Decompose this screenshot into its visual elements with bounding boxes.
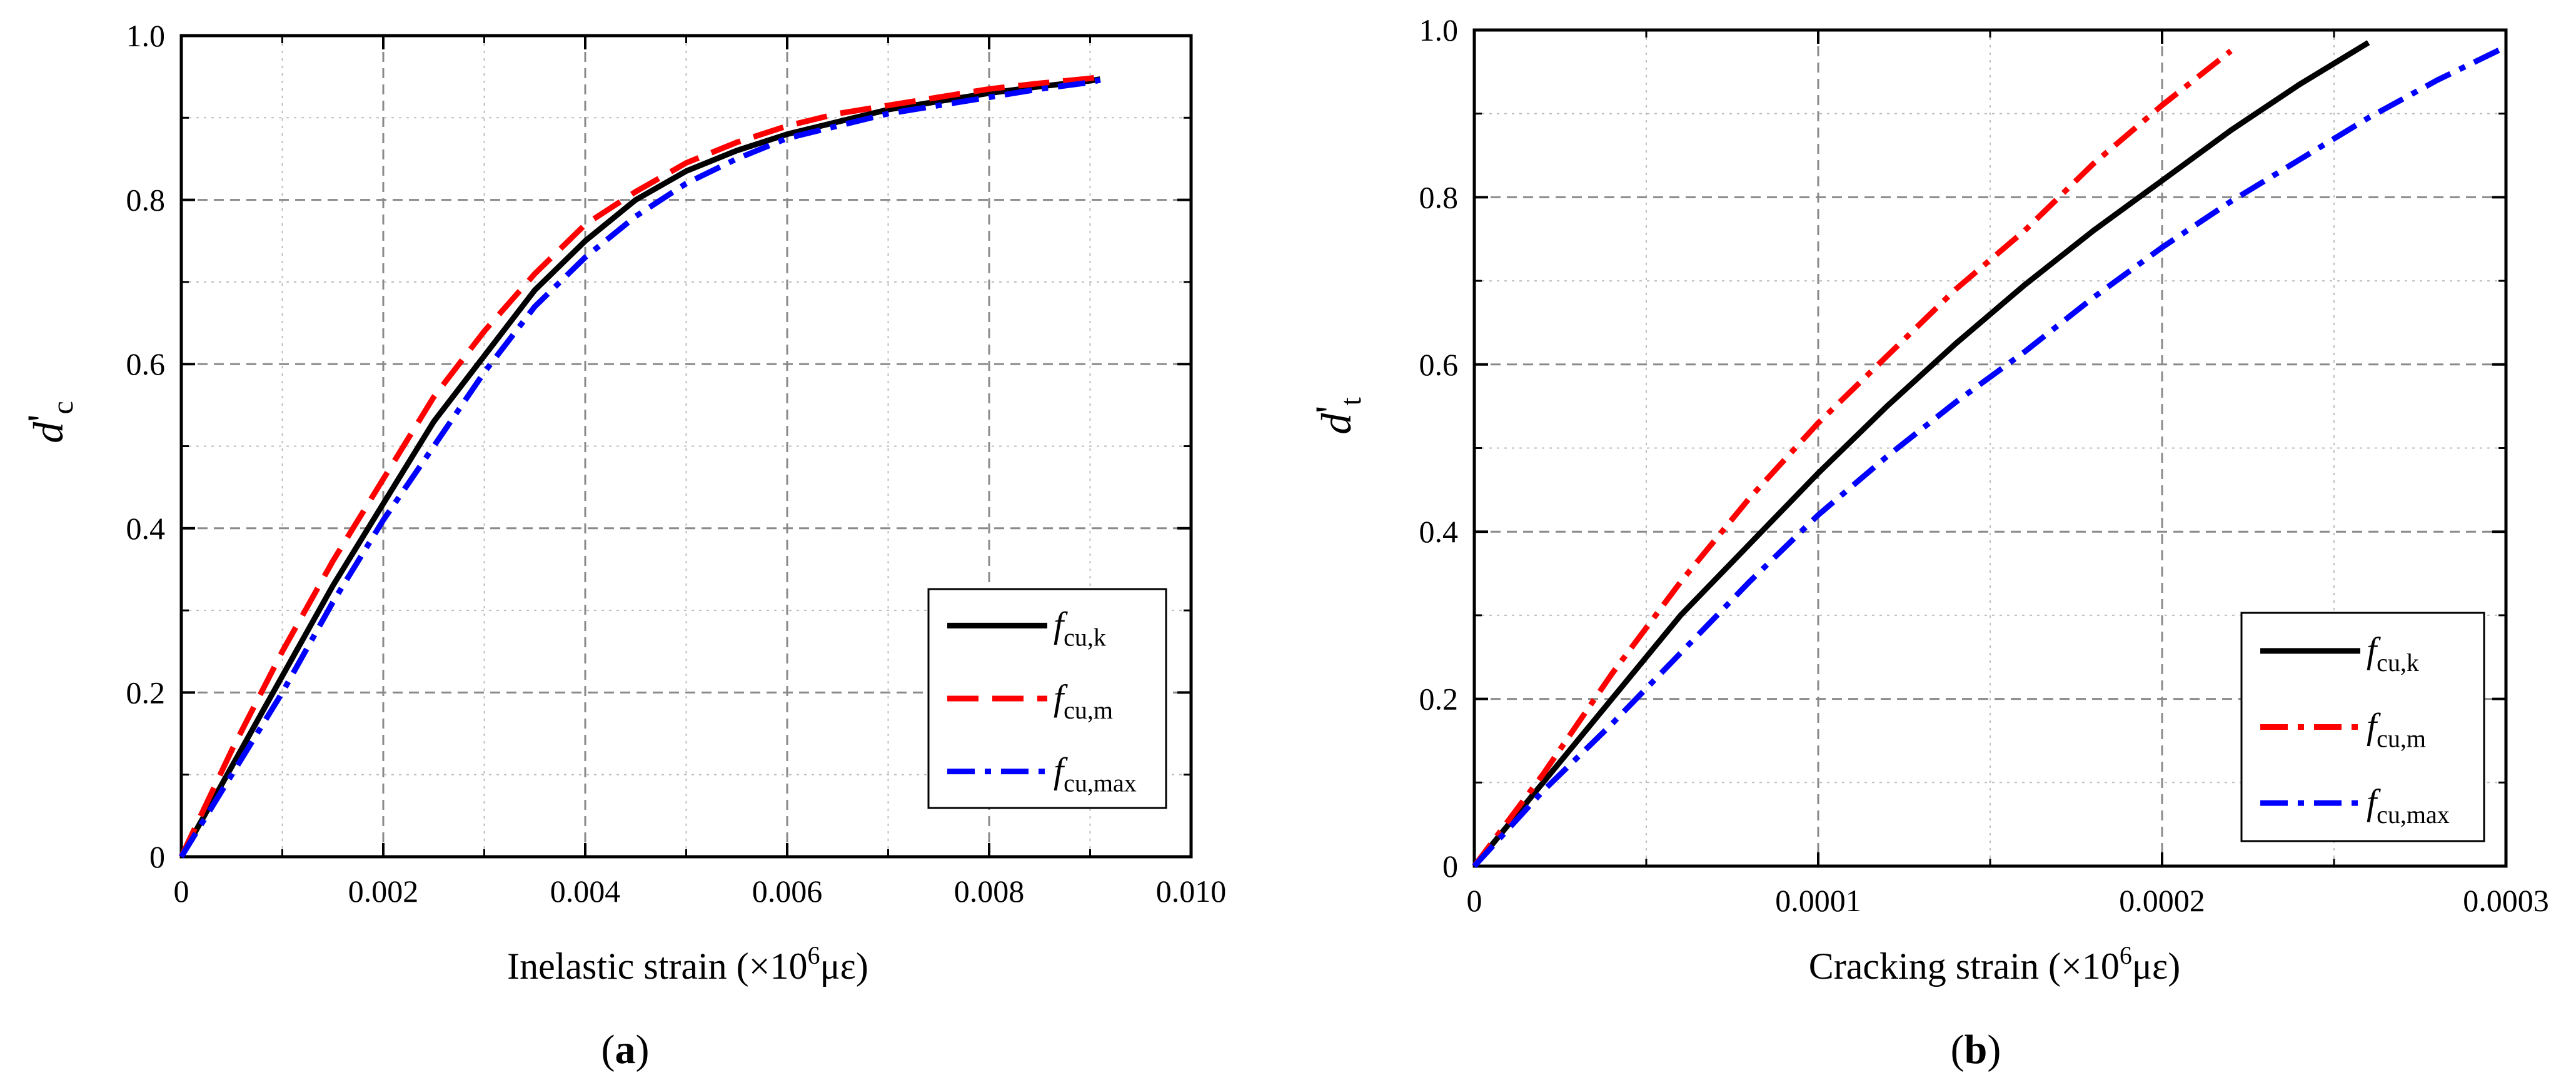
x-tick-label: 0 <box>174 874 189 909</box>
y-axis-label-b: d't <box>1306 397 1367 435</box>
x-axis-label-a: Inelastic strain (×106με) <box>507 941 868 987</box>
axes-a <box>179 34 1193 859</box>
x-tick-label: 0.0001 <box>1775 883 1861 918</box>
y-tick-label: 0.4 <box>126 511 166 546</box>
y-tick-label: 0 <box>149 839 165 874</box>
legend-label-sub: cu,max <box>1064 769 1137 797</box>
x-tick-label: 0.002 <box>348 874 419 909</box>
y-tick-label: 0.8 <box>126 183 166 218</box>
x-tick-label: 0 <box>1467 883 1482 918</box>
chart-panel-b: 0 0.0001 0.0002 0.0003 0 0.2 0.4 0.6 0.8 1.0 Crac… <box>1306 13 2549 1072</box>
grid-b <box>1474 30 2506 866</box>
series-line-m <box>178 74 1101 858</box>
y-tick-label: 0.6 <box>126 346 166 381</box>
legend-label-sub: cu,k <box>1064 623 1106 651</box>
axes-b <box>1472 28 2508 868</box>
y-tick-label: 1.0 <box>126 18 166 53</box>
series-line-max <box>179 77 1101 859</box>
x-tick-label: 0.010 <box>1156 874 1227 909</box>
series-line-max <box>1472 44 2507 869</box>
caption-b: (b) <box>1951 1027 2001 1072</box>
y-tick-label: 0.4 <box>1419 514 1459 549</box>
x-axis-label-b: Cracking strain (×106με) <box>1809 941 2180 987</box>
y-tick-label: 1.0 <box>1419 13 1459 48</box>
y-tick-label: 0 <box>1442 849 1458 884</box>
x-tick-label: 0.008 <box>954 874 1025 909</box>
y-tick-label: 0.6 <box>1419 347 1459 382</box>
series-group-b <box>1472 40 2507 869</box>
tick-labels-a: 0 0.002 0.004 0.006 0.008 0.010 0 0.2 0.4 0.6 0.8 1… <box>126 18 1227 909</box>
y-axis-label-a: d'c <box>18 401 79 443</box>
legend-label-sub: cu,m <box>2377 725 2426 753</box>
x-tick-label: 0.004 <box>550 874 621 909</box>
chart-panel-a: 0 0.002 0.004 0.006 0.008 0.010 0 0.2 0.4 0.6 0.8 1… <box>18 18 1226 1072</box>
y-tick-label: 0.2 <box>1419 682 1459 717</box>
legend-label-m: fcu,m <box>2367 706 2426 753</box>
series-line-k <box>1472 40 2370 868</box>
caption-a: (a) <box>601 1027 650 1072</box>
legend-label-max: fcu,max <box>1054 750 1137 797</box>
series-group-a <box>178 74 1101 859</box>
x-tick-label: 0.0003 <box>2463 883 2549 918</box>
x-tick-label: 0.006 <box>752 874 823 909</box>
legend-label-sub: cu,max <box>2377 800 2450 829</box>
series-line-k <box>179 76 1101 859</box>
legend-label-sub: cu,k <box>2377 648 2419 677</box>
y-tick-label: 0.8 <box>1419 179 1459 214</box>
legend-label-sub: cu,m <box>1064 696 1113 724</box>
tick-labels-b: 0 0.0001 0.0002 0.0003 0 0.2 0.4 0.6 0.8 1.0 <box>1419 13 2549 918</box>
series-line-m <box>1472 48 2233 868</box>
grid-a <box>181 36 1191 857</box>
y-tick-label: 0.2 <box>126 675 166 710</box>
x-tick-label: 0.0002 <box>2119 883 2205 918</box>
